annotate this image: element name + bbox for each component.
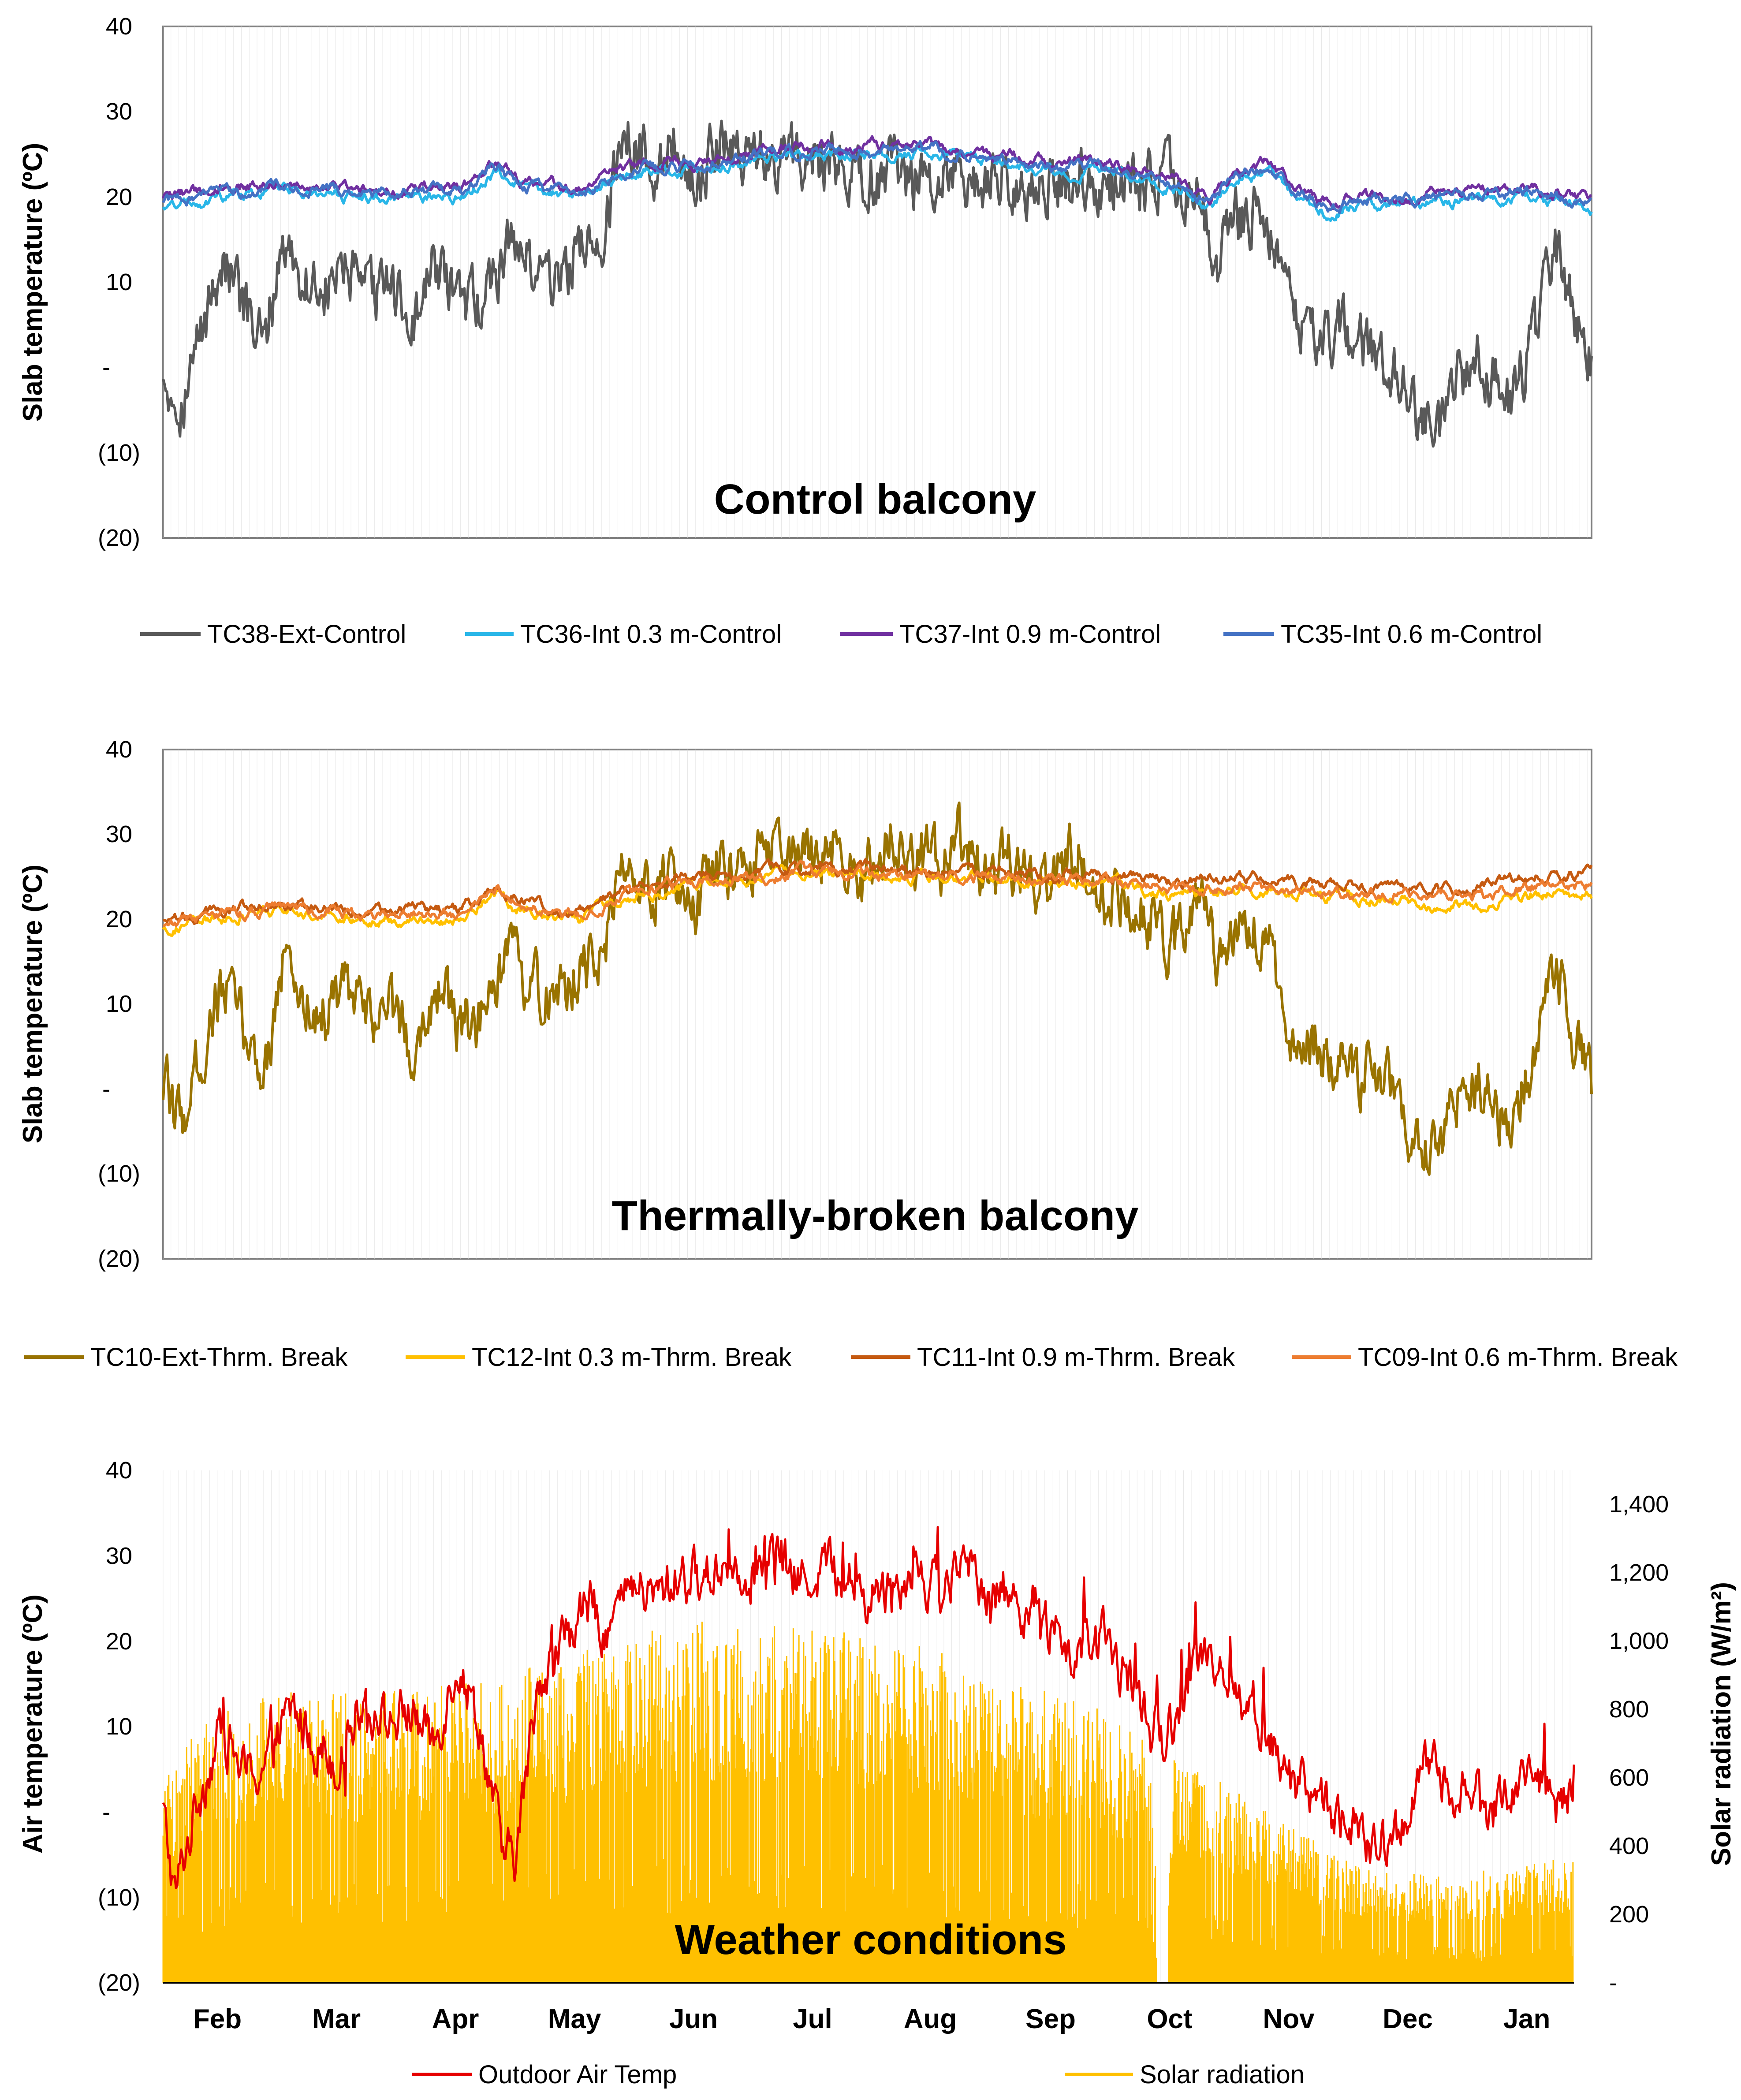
y-tick: (20) <box>98 1969 140 1996</box>
series-tc11-int-0-9-m-thrm-break <box>162 858 1593 925</box>
panel-title-weather: Weather conditions <box>675 1916 1067 1963</box>
y-tick: (10) <box>98 1160 140 1187</box>
y-axis-title-thermally-broken: Slab temperature (ºC) <box>18 865 48 1143</box>
panel-weather: 40 30 20 10 - (10) (20) 1,400 1,200 1,00… <box>18 1457 1737 2034</box>
series-group-thermally-broken <box>162 801 1593 1176</box>
y-tick: 40 <box>106 736 132 763</box>
legend-label: TC36-Int 0.3 m-Control <box>520 620 782 649</box>
plot-area-control <box>162 26 1592 539</box>
gridlines-control <box>163 26 1588 538</box>
legend-label: Outdoor Air Temp <box>478 2060 677 2089</box>
plot-area-thermally-broken <box>162 749 1592 1260</box>
x-tick: Jul <box>793 2004 832 2034</box>
y-tick: 20 <box>106 184 132 210</box>
y-ticks-thermally-broken: 40 30 20 10 - (10) (20) <box>98 736 140 1272</box>
series-solar-radiation <box>162 1622 1574 1983</box>
x-ticks-weather: Feb Mar Apr May Jun Jul Aug Sep Oct Nov … <box>193 2004 1551 2034</box>
legend-label: TC12-Int 0.3 m-Thrm. Break <box>472 1343 792 1372</box>
y-tick: 10 <box>106 1713 132 1740</box>
y-tick: (10) <box>98 1884 140 1911</box>
legend-label: TC10-Ext-Thrm. Break <box>90 1343 348 1372</box>
y-tick: 10 <box>106 269 132 295</box>
legend-weather: Outdoor Air Temp Solar radiation <box>412 2060 1305 2089</box>
legend-label: TC09-Int 0.6 m-Thrm. Break <box>1358 1343 1678 1372</box>
series-group-weather <box>162 1526 1575 1983</box>
x-tick: Aug <box>904 2004 957 2034</box>
y2-tick: 200 <box>1609 1901 1649 1928</box>
y-tick: - <box>102 354 110 380</box>
y2-tick: - <box>1609 1969 1617 1996</box>
y-tick: 20 <box>106 906 132 933</box>
x-tick: Mar <box>312 2004 361 2034</box>
x-tick: Feb <box>193 2004 242 2034</box>
legend-label: TC38-Ext-Control <box>207 620 406 649</box>
series-tc38-ext-control <box>162 119 1593 448</box>
y2-tick: 1,000 <box>1609 1628 1669 1654</box>
x-tick: May <box>548 2004 601 2034</box>
x-tick: Dec <box>1383 2004 1433 2034</box>
y-tick: - <box>102 1799 110 1825</box>
y-axis-title-weather: Air temperature (ºC) <box>18 1594 48 1854</box>
y2-tick: 1,200 <box>1609 1559 1669 1586</box>
y-tick: 40 <box>106 1457 132 1484</box>
y-tick: 30 <box>106 98 132 125</box>
y2-tick: 1,400 <box>1609 1491 1669 1518</box>
y2-ticks-weather: 1,400 1,200 1,000 800 600 400 200 - <box>1609 1491 1669 1996</box>
x-tick: Jan <box>1503 2004 1551 2034</box>
y-tick: (20) <box>98 1246 140 1272</box>
y-tick: (10) <box>98 440 140 466</box>
legend-thermally-broken: TC10-Ext-Thrm. Break TC12-Int 0.3 m-Thrm… <box>24 1343 1678 1372</box>
y-tick: 20 <box>106 1628 132 1655</box>
legend-label: TC11-Int 0.9 m-Thrm. Break <box>917 1343 1235 1372</box>
panel-title-thermally-broken: Thermally-broken balcony <box>612 1192 1139 1239</box>
y2-tick: 600 <box>1609 1764 1649 1791</box>
y2-axis-title-weather: Solar radiation (W/m²) <box>1706 1582 1737 1866</box>
y-tick: 40 <box>106 13 132 40</box>
x-tick: Sep <box>1025 2004 1076 2034</box>
legend-control: TC38-Ext-Control TC36-Int 0.3 m-Control … <box>140 620 1542 649</box>
y-tick: - <box>102 1076 110 1102</box>
legend-label: TC35-Int 0.6 m-Control <box>1281 620 1542 649</box>
series-tc09-int-0-6-m-thrm-break <box>162 859 1593 927</box>
series-group-control <box>162 119 1593 448</box>
y-tick: (20) <box>98 525 140 551</box>
x-tick: Oct <box>1147 2004 1192 2034</box>
y-tick: 10 <box>106 991 132 1017</box>
y-ticks-weather: 40 30 20 10 - (10) (20) <box>98 1457 140 1996</box>
y-ticks-control: 40 30 20 10 - (10) (20) <box>98 13 140 551</box>
series-outdoor-air-temp <box>162 1526 1575 1889</box>
legend-label: TC37-Int 0.9 m-Control <box>899 620 1161 649</box>
x-tick: Jun <box>669 2004 718 2034</box>
x-tick: Nov <box>1263 2004 1315 2034</box>
legend-label: Solar radiation <box>1140 2060 1305 2089</box>
gridlines-thermally-broken <box>163 750 1588 1259</box>
y2-tick: 800 <box>1609 1696 1649 1723</box>
panel-thermally-broken: 40 30 20 10 - (10) (20) Slab temperature… <box>18 736 1593 1272</box>
series-tc35-int-0-6-m-control <box>162 140 1592 214</box>
y-axis-title-control: Slab temperature (ºC) <box>18 143 48 421</box>
panel-title-control: Control balcony <box>714 476 1036 523</box>
y-tick: 30 <box>106 1543 132 1569</box>
panel-control: 40 30 20 10 - (10) (20) Slab temperature… <box>18 13 1593 551</box>
y2-tick: 400 <box>1609 1833 1649 1859</box>
x-tick: Apr <box>432 2004 479 2034</box>
y-tick: 30 <box>106 821 132 847</box>
